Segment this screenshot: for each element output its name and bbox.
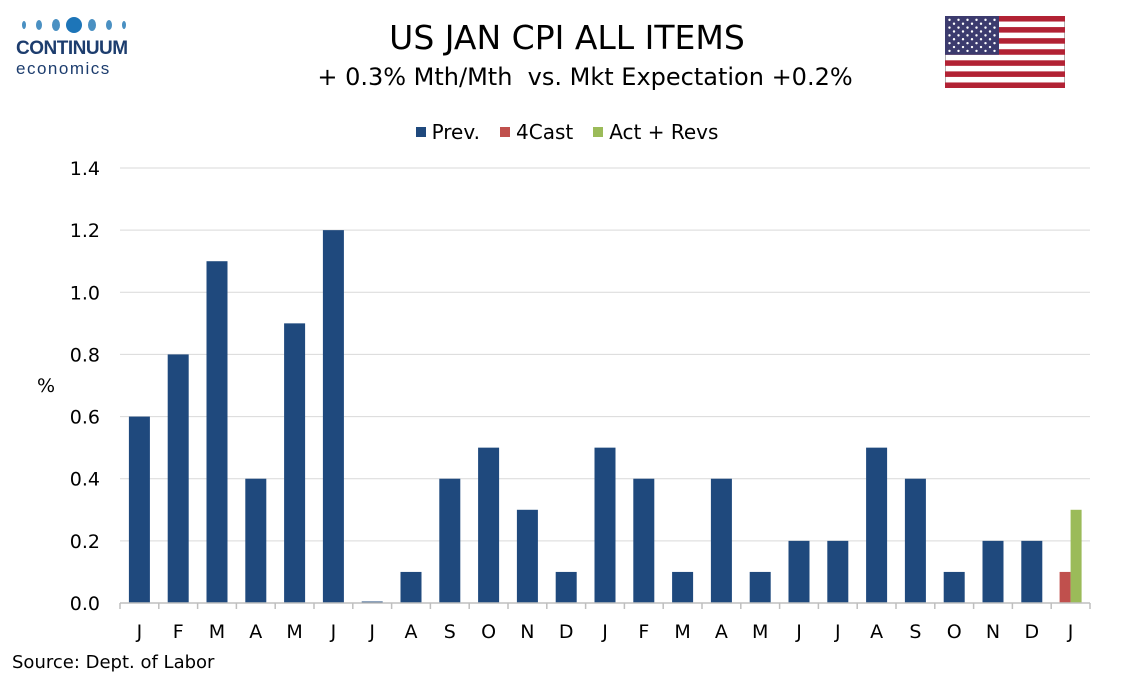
x-tick-label: A — [870, 621, 883, 643]
bar-prev-10 — [516, 509, 538, 603]
legend-item: Prev. — [415, 120, 480, 144]
x-tick-label: M — [674, 621, 690, 643]
bar-prev-9 — [478, 447, 500, 603]
x-tick-label: J — [1067, 621, 1074, 643]
x-tick-label: A — [715, 621, 728, 643]
legend-swatch — [415, 127, 426, 137]
chart-legend: Prev. 4Cast Act + Revs — [0, 119, 1134, 145]
bar-act-revs-24 — [1070, 509, 1082, 603]
y-tick-label: 0.0 — [70, 593, 100, 615]
logo-name-line1: CONTINUUM — [16, 38, 128, 59]
bar-prev-18 — [827, 540, 849, 603]
x-tick-label: J — [368, 621, 375, 643]
bar-prev-5 — [322, 230, 344, 603]
x-tick-label: M — [286, 621, 302, 643]
x-tick-label: A — [405, 621, 418, 643]
y-tick-label: 0.4 — [70, 469, 100, 491]
bar-prev-19 — [866, 447, 888, 603]
source-note: Source: Dept. of Labor — [12, 652, 215, 673]
y-axis-label: % — [37, 375, 55, 397]
x-tick-label: J — [834, 621, 841, 643]
bar-prev-21 — [943, 571, 965, 603]
x-tick-label: J — [601, 621, 608, 643]
x-tick-label: A — [249, 621, 262, 643]
us-flag-icon — [945, 16, 1065, 88]
legend-label: 4Cast — [516, 120, 574, 144]
chart-subtitle: + 0.3% Mth/Mth vs. Mkt Expectation +0.2% — [317, 63, 853, 91]
x-tick-label: S — [444, 621, 456, 643]
bar-prev-7 — [400, 571, 422, 603]
y-tick-label: 1.2 — [70, 220, 100, 242]
bar-prev-8 — [439, 478, 461, 603]
bar-prev-14 — [672, 571, 694, 603]
bar-prev-0 — [128, 416, 150, 603]
bar-prev-17 — [788, 540, 810, 603]
x-tick-label: O — [481, 621, 496, 643]
y-tick-label: 0.6 — [70, 407, 100, 429]
bar-prev-4 — [284, 323, 306, 603]
x-tick-label: N — [520, 621, 534, 643]
bar-prev-20 — [904, 478, 926, 603]
x-tick-label: N — [986, 621, 1000, 643]
bar-prev-11 — [555, 571, 577, 603]
bar-prev-15 — [710, 478, 732, 603]
x-tick-label: D — [559, 621, 574, 643]
bar-prev-13 — [633, 478, 655, 603]
legend-swatch — [500, 127, 510, 137]
bar-prev-12 — [594, 447, 616, 603]
legend-label: Prev. — [431, 120, 480, 144]
legend-swatch — [593, 127, 604, 137]
bar-prev-2 — [206, 261, 228, 603]
bar-prev-23 — [1021, 540, 1043, 603]
logo-dots-icon — [22, 17, 126, 33]
y-tick-label: 0.2 — [70, 531, 100, 553]
x-tick-label: M — [209, 621, 225, 643]
x-tick-label: J — [795, 621, 802, 643]
x-tick-label: J — [330, 621, 337, 643]
y-tick-label: 0.8 — [70, 344, 100, 366]
x-tick-label: M — [752, 621, 768, 643]
bar-prev-3 — [245, 478, 267, 603]
y-tick-label: 1.0 — [70, 282, 100, 304]
x-tick-label: J — [136, 621, 143, 643]
x-tick-label: O — [947, 621, 962, 643]
legend-label: Act + Revs — [609, 120, 719, 144]
bar-prev-1 — [167, 354, 189, 603]
x-tick-label: S — [909, 621, 921, 643]
x-tick-label: F — [638, 621, 649, 643]
chart-title: US JAN CPI ALL ITEMS — [389, 18, 745, 57]
bar-prev-16 — [749, 571, 771, 603]
legend-item: Act + Revs — [593, 120, 718, 144]
legend-item: 4Cast — [500, 120, 573, 144]
bar-prev-22 — [982, 540, 1004, 603]
logo-name-line2: economics — [16, 59, 111, 78]
x-tick-label: F — [173, 621, 184, 643]
x-tick-label: D — [1024, 621, 1039, 643]
bar-4cast-24 — [1059, 571, 1071, 603]
y-tick-label: 1.4 — [70, 158, 100, 180]
